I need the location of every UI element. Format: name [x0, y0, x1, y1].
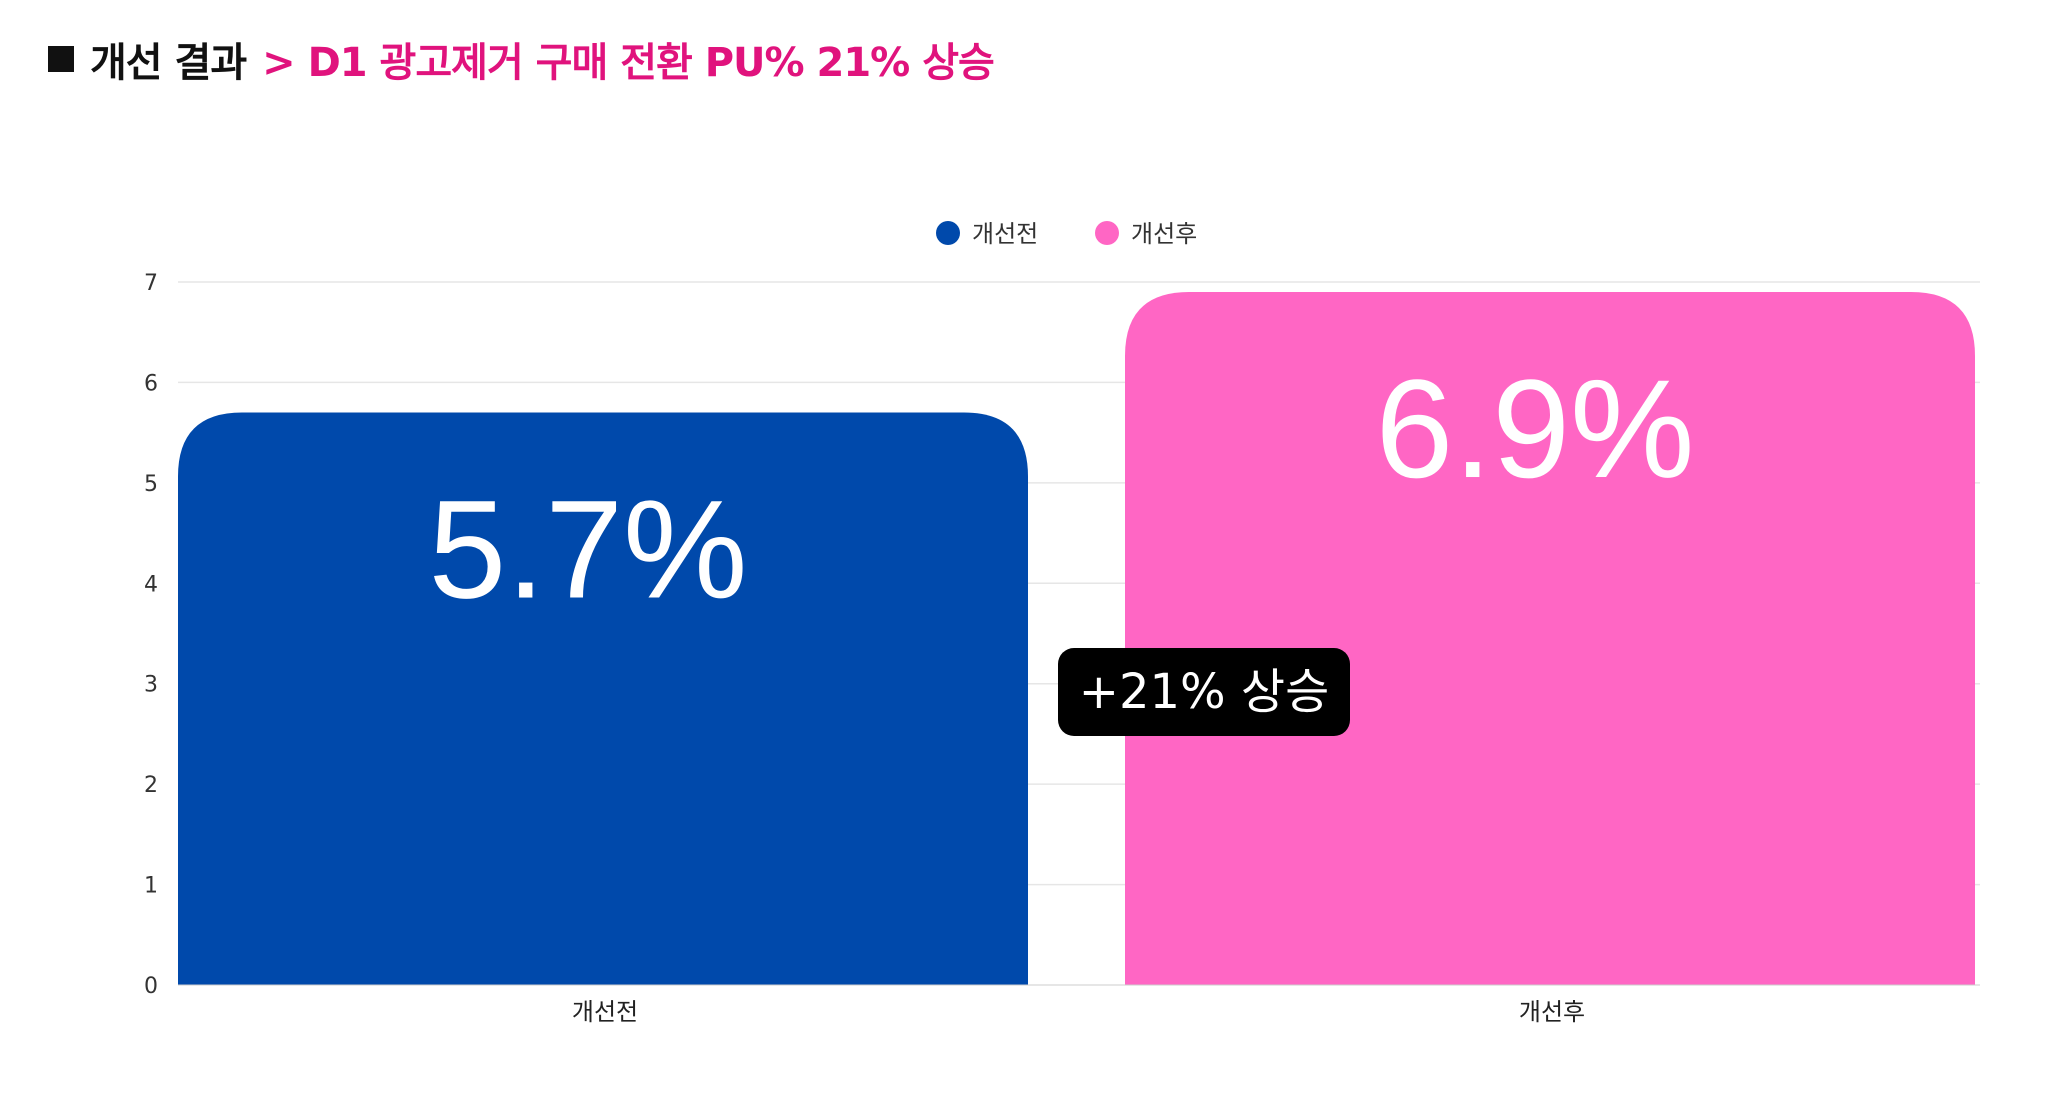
legend-label: 개선전 — [972, 220, 1038, 248]
change-callout-text: +21% 상승 — [1079, 664, 1329, 720]
x-tick-label: 개선후 — [1519, 998, 1585, 1026]
legend-marker — [936, 221, 960, 245]
bar-1 — [178, 412, 1028, 985]
title-accent: > D1 광고제거 구매 전환 PU% 21% 상승 — [262, 40, 995, 86]
change-callout — [1058, 648, 1350, 736]
y-tick-label: 3 — [144, 673, 158, 698]
bar-value-label: 5.7% — [428, 471, 747, 628]
square-icon — [48, 46, 74, 72]
legend-label: 개선후 — [1131, 220, 1197, 248]
y-tick-label: 6 — [144, 371, 158, 396]
legend-marker — [1095, 221, 1119, 245]
title-main: 개선 결과 — [90, 40, 247, 86]
x-tick-label: 개선전 — [572, 998, 638, 1026]
y-tick-label: 4 — [144, 572, 158, 597]
y-tick-label: 5 — [144, 472, 158, 497]
bar-value-label: 6.9% — [1375, 350, 1694, 507]
y-tick-label: 1 — [144, 874, 158, 899]
page-title: 개선 결과 > D1 광고제거 구매 전환 PU% 21% 상승 — [48, 30, 995, 88]
y-tick-label: 0 — [144, 974, 158, 999]
bar-2 — [1125, 292, 1975, 985]
y-tick-label: 2 — [144, 773, 158, 798]
y-tick-label: 7 — [144, 271, 158, 296]
